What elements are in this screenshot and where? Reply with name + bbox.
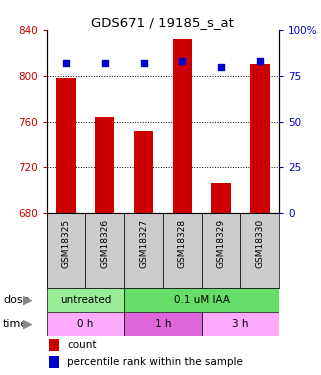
Text: dose: dose (3, 295, 30, 304)
Bar (85, 213, 124, 288)
Bar (163, 213, 202, 288)
Bar (212, 183, 231, 213)
Bar (240, 213, 279, 288)
Text: GSM18328: GSM18328 (178, 219, 187, 268)
Bar (124, 312, 202, 336)
Text: GSM18329: GSM18329 (217, 219, 226, 268)
Bar (47, 288, 124, 312)
Text: ▶: ▶ (22, 317, 32, 330)
Text: 0.1 uM IAA: 0.1 uM IAA (174, 295, 230, 304)
Text: 3 h: 3 h (232, 319, 249, 329)
Bar (124, 213, 163, 288)
Bar (49, 339, 59, 351)
Point (257, 58, 263, 64)
Text: GSM18327: GSM18327 (139, 219, 148, 268)
Bar (56, 78, 76, 213)
Text: 1 h: 1 h (155, 319, 171, 329)
Text: untreated: untreated (60, 295, 111, 304)
Point (63, 60, 68, 66)
Text: 0 h: 0 h (77, 319, 93, 329)
Title: GDS671 / 19185_s_at: GDS671 / 19185_s_at (91, 16, 234, 29)
Bar (134, 131, 153, 213)
Point (180, 58, 185, 64)
Text: time: time (3, 319, 29, 329)
Bar (173, 39, 192, 213)
Bar (47, 213, 85, 288)
Bar (202, 312, 279, 336)
Point (102, 60, 107, 66)
Point (141, 60, 146, 66)
Text: GSM18326: GSM18326 (100, 219, 109, 268)
Bar (49, 356, 59, 368)
Point (219, 64, 224, 70)
Text: GSM18330: GSM18330 (256, 219, 265, 268)
Text: count: count (67, 340, 97, 350)
Text: ▶: ▶ (22, 293, 32, 306)
Bar (47, 312, 124, 336)
Text: percentile rank within the sample: percentile rank within the sample (67, 357, 243, 367)
Bar (95, 117, 114, 213)
Bar (124, 288, 279, 312)
Bar (250, 64, 270, 213)
Text: GSM18325: GSM18325 (61, 219, 70, 268)
Bar (202, 213, 240, 288)
